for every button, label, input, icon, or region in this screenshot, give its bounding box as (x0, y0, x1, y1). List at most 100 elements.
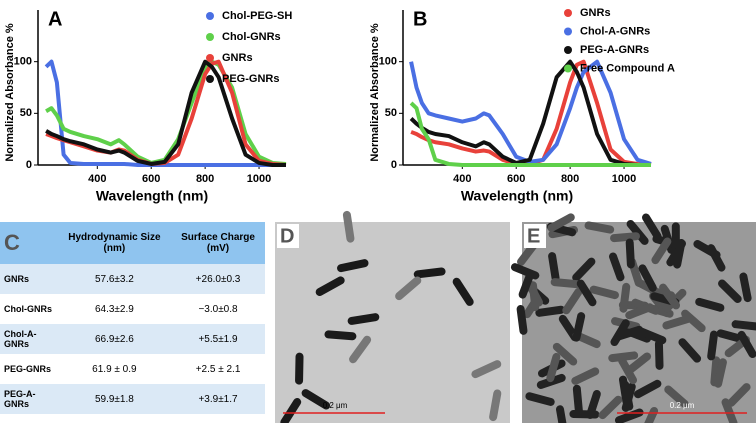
nanorod (516, 305, 528, 335)
cell: +26.0±0.3 (171, 264, 265, 294)
nanorod (598, 395, 623, 420)
cell: GNRs (0, 264, 58, 294)
cell: 59.9±1.8 (57, 384, 172, 414)
x-tick-label: 600 (142, 173, 160, 185)
cell: PEG-A-GNRs (0, 384, 58, 414)
nanorod (716, 329, 746, 344)
nanorod (301, 389, 331, 410)
legend-marker (206, 54, 214, 62)
legend-marker (564, 9, 572, 17)
table-row: Chol-A-GNRs 66.9±2.6 +5.5±1.9 (0, 324, 265, 354)
x-tick-label: 1000 (612, 173, 636, 185)
legend-label: Free Compound A (580, 62, 675, 74)
y-tick-label: 0 (391, 159, 397, 171)
cell: Chol-A-GNRs (0, 324, 58, 354)
x-tick-label: 800 (561, 173, 579, 185)
nanorod (651, 237, 672, 265)
nanorod (342, 210, 355, 243)
cell: Chol-GNRs (4, 304, 52, 314)
nanorod (337, 259, 369, 273)
nanorod (413, 267, 446, 279)
nanorod (452, 277, 474, 306)
nanorod (572, 312, 586, 342)
y-tick-label: 100 (379, 56, 397, 68)
nanorod (510, 263, 540, 280)
panel-label: A (48, 8, 62, 30)
table-row: GNRs 57.6±3.2 +26.0±0.3 (0, 264, 265, 294)
x-tick-label: 600 (507, 173, 525, 185)
nanorod (619, 282, 631, 313)
nanorod (707, 330, 718, 361)
nanorod (727, 383, 751, 407)
nanorod (609, 252, 625, 282)
scale-bar-label: 0.2 μm (670, 401, 695, 410)
nanorod (347, 313, 380, 325)
scale-bar-label: 0.2 μm (323, 401, 348, 410)
legend-label: PEG-GNRs (222, 73, 279, 85)
nanorod (349, 335, 372, 364)
legend-marker (564, 64, 572, 73)
legend-label: Chol-A-GNRs (580, 25, 650, 37)
nanorod (548, 252, 560, 282)
x-tick-label: 400 (453, 173, 471, 185)
x-axis-label: Wavelength (nm) (461, 188, 573, 204)
nanorod (295, 352, 304, 385)
nanorod (662, 315, 692, 330)
nanorod (707, 244, 726, 272)
legend-label: PEG-A-GNRs (580, 44, 649, 56)
nanorod (552, 342, 578, 366)
nanorod (571, 367, 600, 385)
nanorod (625, 352, 652, 375)
nanorod (638, 264, 657, 292)
y-axis-label: Normalized Absorbance % (369, 23, 381, 162)
y-tick-label: 0 (26, 159, 32, 171)
nanorod (718, 279, 742, 303)
nanorod (576, 279, 597, 307)
nanorod (681, 309, 706, 333)
legend-marker (564, 46, 572, 54)
nanorod (659, 283, 681, 310)
y-axis-label: Normalized Absorbance % (4, 23, 16, 162)
x-tick-label: 400 (88, 173, 106, 185)
nanorod (489, 389, 502, 422)
legend-marker (206, 12, 214, 20)
nanorod (633, 379, 662, 399)
nanorod (315, 276, 345, 297)
header: Hydrodynamic Size (nm) (57, 222, 172, 264)
x-tick-label: 800 (196, 173, 214, 185)
nanorod (395, 276, 422, 301)
nanorod (546, 352, 561, 383)
nanorod (535, 305, 566, 317)
nanorod (678, 338, 702, 363)
cell: +3.9±1.7 (171, 384, 265, 414)
nanorod (654, 339, 664, 370)
panel-label: E (527, 225, 540, 247)
nanorod (614, 325, 644, 341)
nanorod (641, 213, 662, 241)
cell: 61.9 ± 0.9 (92, 363, 137, 375)
legend-label: GNRs (580, 7, 611, 19)
series-line (409, 59, 651, 167)
x-axis-label: Wavelength (nm) (96, 188, 208, 204)
legend-marker (564, 27, 572, 36)
nanorod (556, 405, 568, 423)
nanorod (572, 384, 583, 415)
nanorod (324, 330, 357, 341)
nanorod (625, 303, 654, 320)
panel-label: B (413, 8, 427, 30)
nanorod (584, 221, 615, 234)
series-line (45, 59, 286, 167)
nanorod (739, 272, 752, 303)
y-tick-label: 50 (20, 107, 32, 119)
legend-marker (206, 33, 214, 41)
legend-marker (206, 75, 214, 83)
cell: −3.0±0.8 (198, 303, 238, 315)
cell: PEG-GNRs (4, 364, 52, 374)
nanorod (626, 219, 649, 245)
nanorod (641, 406, 659, 423)
table-row: PEG-A-GNRs 59.9±1.8 +3.9±1.7 (0, 384, 265, 414)
nanorod (589, 285, 619, 300)
nanorod (562, 287, 583, 315)
series-line (409, 101, 651, 167)
